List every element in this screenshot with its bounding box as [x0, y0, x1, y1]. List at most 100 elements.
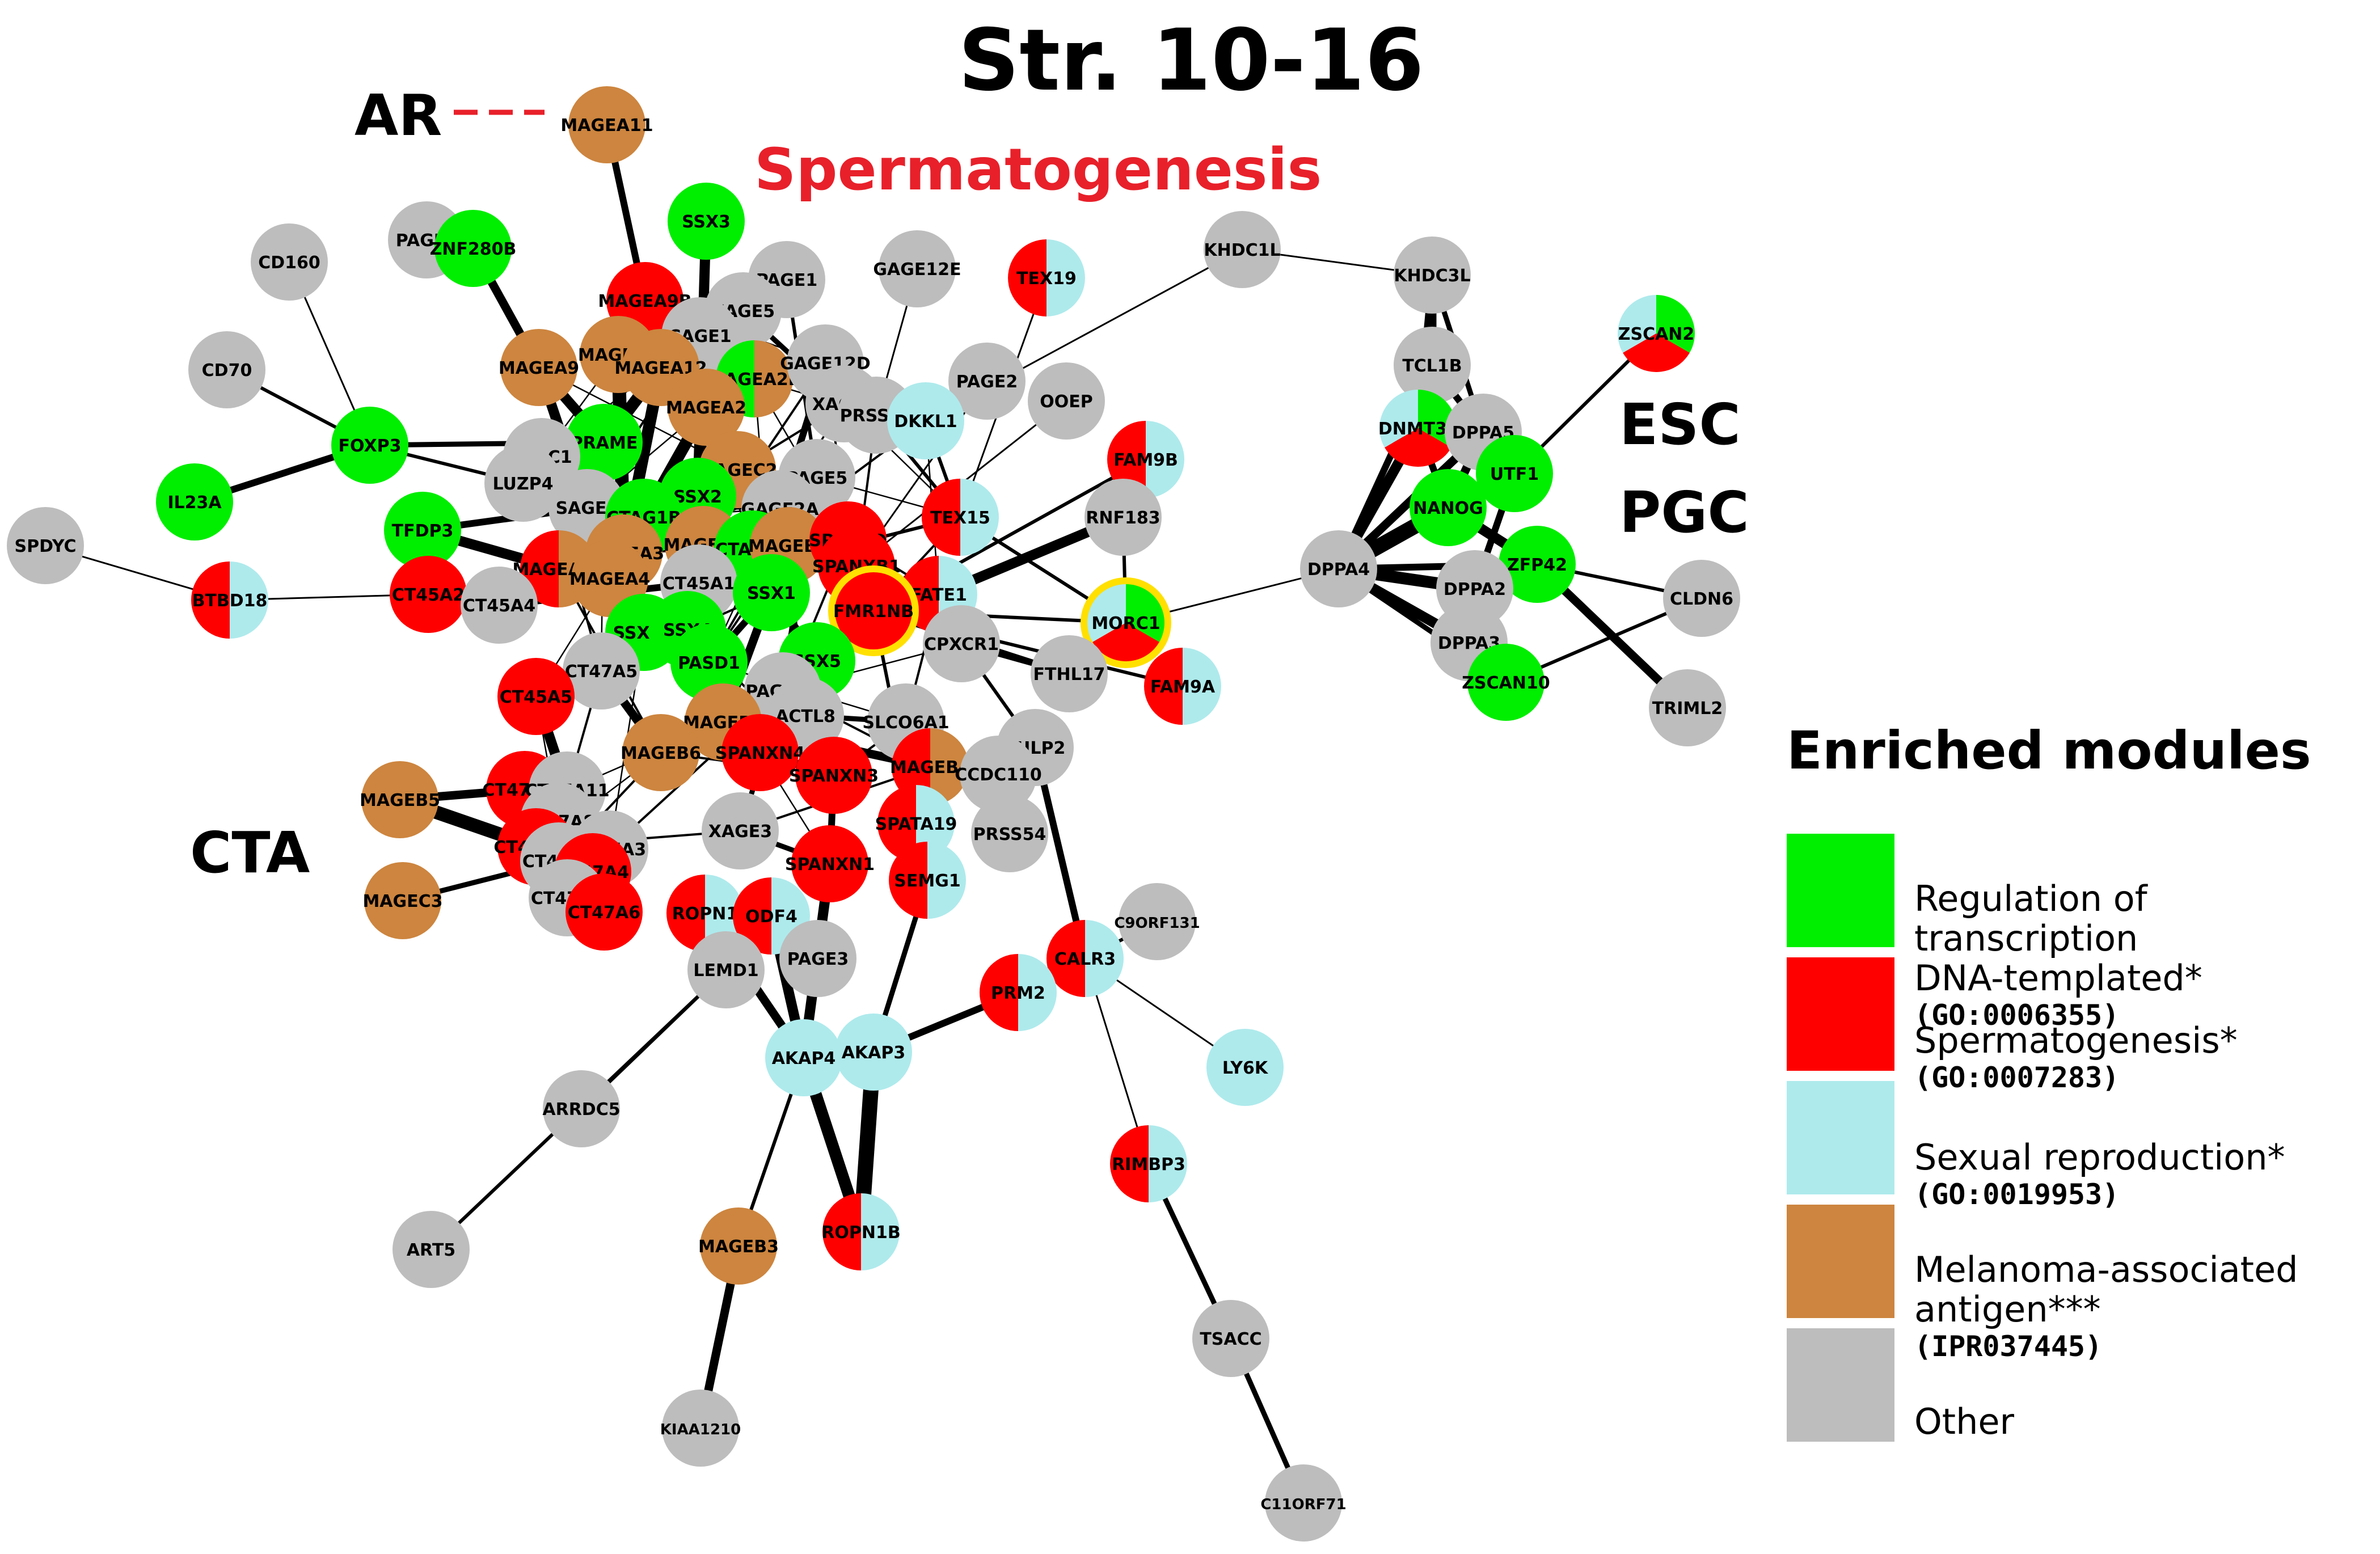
legend-item-melanoma-antigen: Melanoma-associated antigen*** (IPR03744… — [1787, 1205, 2377, 1363]
node-tfdp3: TFDP3 — [384, 492, 461, 569]
legend-label: Other — [1914, 1362, 2014, 1481]
node-label: SPANXN1 — [785, 855, 875, 875]
node-fill — [1410, 469, 1487, 546]
node-fill — [1084, 479, 1162, 556]
node-fill — [568, 86, 645, 163]
node-fill — [721, 714, 799, 791]
node-label: TEX15 — [930, 508, 990, 528]
node-label: NANOG — [1413, 499, 1483, 518]
node-label: TRIML2 — [1652, 699, 1723, 719]
node-label: DPPA2 — [1444, 580, 1506, 599]
node-sector — [666, 875, 705, 952]
node-label: LEMD1 — [693, 961, 758, 981]
node-fill — [1649, 669, 1726, 746]
node-label: SSX1 — [747, 584, 796, 603]
legend-text: Sexual reproduction* — [1914, 1137, 2285, 1178]
legend-code: (GO:0006355) — [1914, 999, 2120, 1032]
label-spermatogenesis: Spermatogenesis — [754, 136, 1322, 204]
label-esc: ESC — [1619, 391, 1741, 458]
node-label: ART5 — [407, 1240, 455, 1260]
node-label: MAGEA2 — [666, 398, 746, 418]
node-label: PRM2 — [991, 983, 1045, 1003]
node-label: MAGEB3 — [698, 1237, 779, 1257]
node-label: ZSCAN2 — [1618, 324, 1695, 344]
node-sector — [822, 1193, 861, 1270]
node-label: MORC1 — [1091, 614, 1160, 634]
legend-swatch — [1787, 1081, 1894, 1194]
node-fill — [662, 1390, 739, 1467]
node-magea11: MAGEA11 — [560, 86, 653, 163]
node-layer: MAGEA11PAGE4ZNF280BSSX3CD160PAGE1XAGE5MA… — [7, 86, 1740, 1542]
node-ct45a5: CT45A5 — [497, 658, 575, 735]
node-fill — [622, 714, 699, 791]
legend-code: (IPR037445) — [1914, 1330, 2103, 1363]
node-label: AKAP4 — [772, 1049, 836, 1069]
node-nanog: NANOG — [1410, 469, 1487, 546]
node-label: MAGEB5 — [360, 791, 440, 810]
node-mageb3: MAGEB3 — [698, 1207, 779, 1285]
node-label: MAGEC3 — [362, 892, 442, 911]
node-dkkl1: DKKL1 — [887, 382, 964, 459]
node-label: PASD1 — [678, 653, 740, 673]
node-label: ZFP42 — [1507, 555, 1567, 575]
node-label: RIMBP3 — [1112, 1155, 1185, 1175]
node-fill — [733, 554, 810, 631]
node-label: CT47A6 — [568, 903, 640, 923]
legend-label: Regulation of transcription DNA-template… — [1914, 839, 2377, 1072]
node-sector — [1656, 295, 1695, 353]
node-fill — [7, 507, 84, 584]
node-fill — [156, 463, 233, 540]
node-sector — [1085, 920, 1124, 997]
node-fill — [461, 567, 538, 644]
node-fill — [1119, 883, 1196, 960]
node-fill — [251, 223, 328, 301]
node-sector — [1618, 295, 1656, 353]
node-label: LY6K — [1222, 1058, 1269, 1078]
node-page2: PAGE2 — [948, 343, 1026, 420]
node-sector — [1018, 954, 1057, 1031]
node-fill — [1663, 560, 1740, 637]
node-c9orf131: C9ORF131 — [1114, 883, 1200, 960]
node-khdc3l: KHDC3L — [1394, 237, 1471, 314]
node-sector — [922, 479, 960, 556]
node-fill — [1031, 635, 1108, 712]
edge-layer — [45, 124, 1703, 1504]
node-fill — [1476, 435, 1553, 512]
node-utf1: UTF1 — [1476, 435, 1553, 512]
node-label: CALR3 — [1054, 949, 1116, 969]
node-label: TSACC — [1200, 1329, 1261, 1349]
node-tcl1b: TCL1B — [1394, 327, 1471, 404]
node-label: MAGEA11 — [560, 116, 653, 136]
node-label: MAGEB6 — [621, 744, 701, 763]
node-spanxn4: SPANXN4 — [715, 714, 805, 791]
node-sector — [1008, 239, 1046, 316]
node-label: CT45A1 — [662, 574, 735, 594]
node-fill — [971, 795, 1048, 872]
node-label: C11ORF71 — [1260, 1496, 1346, 1513]
node-sector — [960, 479, 999, 556]
node-ct47a5: CT47A5 — [563, 632, 640, 710]
node-label: DPPA4 — [1307, 560, 1370, 580]
node-arrdc5: ARRDC5 — [542, 1070, 621, 1147]
node-fam9b: FAM9B — [1107, 421, 1184, 498]
node-label: TEX19 — [1016, 269, 1077, 289]
node-sector — [1623, 333, 1690, 372]
node-btbd18: BTBD18 — [191, 561, 268, 639]
node-fill — [835, 1014, 912, 1091]
node-fill — [563, 632, 640, 710]
node-ropn1b: ROPN1B — [821, 1193, 901, 1270]
node-kiaa1210: KIAA1210 — [660, 1390, 741, 1467]
node-sector — [230, 561, 268, 639]
node-label: FOXP3 — [339, 436, 402, 456]
node-label: SEMG1 — [894, 871, 960, 891]
node-spanxn1: SPANXN1 — [785, 825, 875, 902]
node-dppa4: DPPA4 — [1300, 530, 1377, 607]
legend-text: Melanoma-associated antigen*** — [1914, 1249, 2298, 1330]
legend-title: Enriched modules — [1787, 720, 2311, 781]
legend-swatch — [1787, 1205, 1894, 1318]
node-sector — [1046, 920, 1085, 997]
node-label: XAGE3 — [708, 822, 772, 842]
node-rimbp3: RIMBP3 — [1110, 1125, 1187, 1202]
node-fill — [1204, 211, 1281, 288]
node-sector — [1046, 239, 1085, 316]
